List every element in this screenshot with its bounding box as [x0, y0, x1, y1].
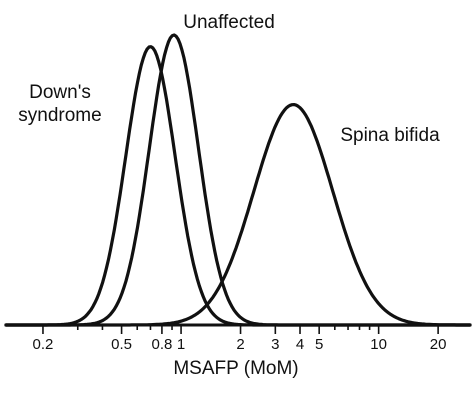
series-label-downs-line2: syndrome	[18, 105, 101, 126]
x-tick-label: 0.8	[151, 336, 172, 353]
x-tick-label: 5	[315, 336, 323, 353]
series-label-spina-bifida: Spina bifida	[340, 125, 440, 146]
x-tick-label: 3	[271, 336, 279, 353]
series-label-unaffected: Unaffected	[183, 12, 275, 33]
x-tick-label: 10	[370, 336, 387, 353]
x-tick-label: 0.2	[33, 336, 54, 353]
x-tick-label: 2	[236, 336, 244, 353]
x-tick-label: 1	[177, 336, 185, 353]
x-axis-title: MSAFP (MoM)	[173, 358, 298, 379]
x-tick-label: 4	[296, 336, 304, 353]
series-curve-unaffected	[4, 33, 472, 327]
series-label-downs-line1: Down's	[29, 82, 91, 103]
x-axis-ticks	[42, 325, 439, 334]
x-tick-label: 0.5	[111, 336, 132, 353]
x-tick-label: 20	[430, 336, 447, 353]
curves-group	[4, 33, 472, 327]
x-axis-tick-labels: 0.2 0.5 0.8 1 2 3 4 5 10 20	[33, 336, 447, 353]
